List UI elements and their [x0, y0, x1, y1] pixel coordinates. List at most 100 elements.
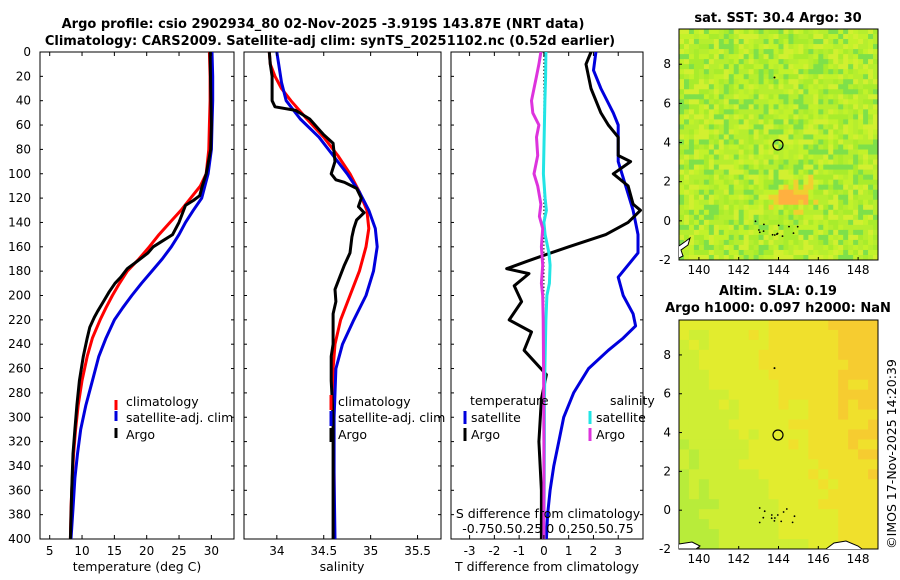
- sla-island-dot: [763, 510, 766, 513]
- sst-heatmap-cell: [753, 204, 760, 211]
- sla-heatmap-cell: [748, 379, 759, 391]
- sla-map-ytick-label: 4: [663, 426, 671, 440]
- sst-heatmap-cell: [718, 29, 725, 35]
- sla-heatmap-cell: [698, 379, 710, 391]
- sst-heatmap-cell: [753, 84, 760, 90]
- sst-heatmap-cell: [848, 79, 854, 85]
- sst-heatmap-cell: [718, 74, 725, 80]
- sst-heatmap-cell: [713, 39, 720, 45]
- sst-heatmap-cell: [778, 39, 784, 45]
- sst-heatmap-cell: [798, 199, 804, 206]
- sst-heatmap-cell: [803, 104, 809, 110]
- sla-heatmap-cell: [778, 379, 789, 391]
- sst-heatmap-cell: [733, 169, 740, 176]
- sst-heatmap-cell: [863, 124, 869, 130]
- sst-heatmap-cell: [783, 94, 789, 100]
- sst-heatmap-cell: [843, 104, 849, 110]
- sst-heatmap-cell: [848, 129, 854, 135]
- sst-heatmap-cell: [743, 104, 750, 110]
- sst-heatmap-cell: [813, 209, 819, 216]
- sst-heatmap-cell: [708, 254, 715, 261]
- sla-heatmap-cell: [778, 479, 789, 490]
- sst-heatmap-cell: [733, 74, 740, 80]
- sla-heatmap-cell: [708, 349, 720, 361]
- sst-heatmap-cell: [713, 254, 720, 261]
- sla-heatmap-cell: [808, 449, 819, 460]
- sla-heatmap-cell: [818, 409, 829, 420]
- sst-heatmap-cell: [703, 249, 710, 256]
- depth-tick-label: 0: [23, 45, 31, 59]
- sla-heatmap-cell: [788, 349, 799, 361]
- sst-heatmap-cell: [803, 249, 809, 256]
- sst-heatmap-cell: [733, 254, 740, 261]
- sst-heatmap-cell: [808, 59, 814, 65]
- sst-heatmap-cell: [718, 204, 725, 211]
- sst-heatmap-cell: [718, 144, 725, 150]
- sst-heatmap-cell: [753, 39, 760, 45]
- sst-map-xtick-label: 142: [727, 263, 750, 277]
- sst-heatmap-cell: [743, 174, 750, 181]
- salinity-series-climatology: [267, 52, 371, 539]
- sst-heatmap-cell: [773, 114, 779, 120]
- sst-heatmap-cell: [703, 89, 710, 95]
- sst-heatmap-cell: [808, 214, 814, 221]
- difference-xtick-label: 0: [540, 544, 548, 558]
- sst-heatmap-cell: [718, 59, 725, 65]
- sla-heatmap-cell: [778, 389, 789, 401]
- sst-heatmap-cell: [703, 169, 710, 176]
- sst-heatmap-cell: [848, 54, 854, 60]
- sst-heatmap-cell: [753, 64, 760, 70]
- sst-heatmap-cell: [828, 189, 834, 196]
- sst-heatmap-cell: [758, 114, 764, 120]
- sst-heatmap-cell: [838, 79, 844, 85]
- sst-heatmap-cell: [679, 219, 685, 226]
- sst-heatmap-cell: [828, 174, 834, 181]
- sst-heatmap-cell: [728, 224, 735, 231]
- sst-argo-marker: [772, 139, 784, 151]
- sla-heatmap-cell: [768, 389, 779, 401]
- sla-heatmap-cell: [768, 469, 779, 480]
- sst-heatmap-cell: [798, 84, 804, 90]
- sst-heatmap-cell: [679, 104, 685, 110]
- sla-heatmap-cell: [778, 339, 789, 351]
- sla-heatmap-cell: [818, 379, 829, 391]
- sst-heatmap-cell: [823, 244, 829, 251]
- sla-heatmap-cell: [798, 320, 809, 331]
- sst-heatmap-cell: [833, 189, 839, 196]
- sst-heatmap-cell: [693, 254, 700, 261]
- sla-heatmap-cell: [748, 339, 759, 351]
- sst-heatmap-cell: [723, 249, 730, 256]
- sst-heatmap-cell: [713, 119, 720, 125]
- sst-heatmap-cell: [703, 79, 710, 85]
- sst-heatmap-cell: [728, 244, 735, 251]
- sla-heatmap-cell: [798, 509, 809, 520]
- sst-heatmap-cell: [758, 79, 764, 85]
- sst-heatmap-cell: [858, 254, 864, 261]
- sla-heatmap-cell: [758, 369, 769, 381]
- sst-heatmap-cell: [728, 164, 735, 171]
- sst-heatmap-cell: [848, 254, 854, 261]
- sst-heatmap-cell: [833, 124, 839, 130]
- sst-heatmap-cell: [723, 99, 730, 105]
- sst-heatmap-cell: [768, 44, 774, 50]
- sla-heatmap-cell: [768, 489, 779, 500]
- sst-heatmap-cell: [828, 164, 834, 171]
- sst-heatmap-cell: [783, 159, 789, 165]
- sst-heatmap-cell: [743, 189, 750, 196]
- sla-heatmap-cell: [808, 509, 819, 520]
- sst-heatmap-cell: [753, 199, 760, 206]
- sst-heatmap-cell: [743, 204, 750, 211]
- sst-heatmap-cell: [728, 114, 735, 120]
- sst-heatmap-cell: [698, 154, 705, 160]
- sst-heatmap-cell: [748, 194, 755, 201]
- sst-heatmap-cell: [683, 249, 690, 256]
- sst-heatmap-cell: [798, 194, 804, 201]
- sst-heatmap-cell: [738, 219, 745, 226]
- sla-heatmap-cell: [798, 379, 809, 391]
- sst-heatmap-cell: [693, 109, 700, 115]
- sst-heatmap-cell: [723, 189, 730, 196]
- sst-heatmap-cell: [679, 64, 685, 70]
- sla-heatmap-cell: [748, 489, 759, 500]
- sst-heatmap-cell: [793, 164, 799, 171]
- sst-heatmap-cell: [713, 29, 720, 35]
